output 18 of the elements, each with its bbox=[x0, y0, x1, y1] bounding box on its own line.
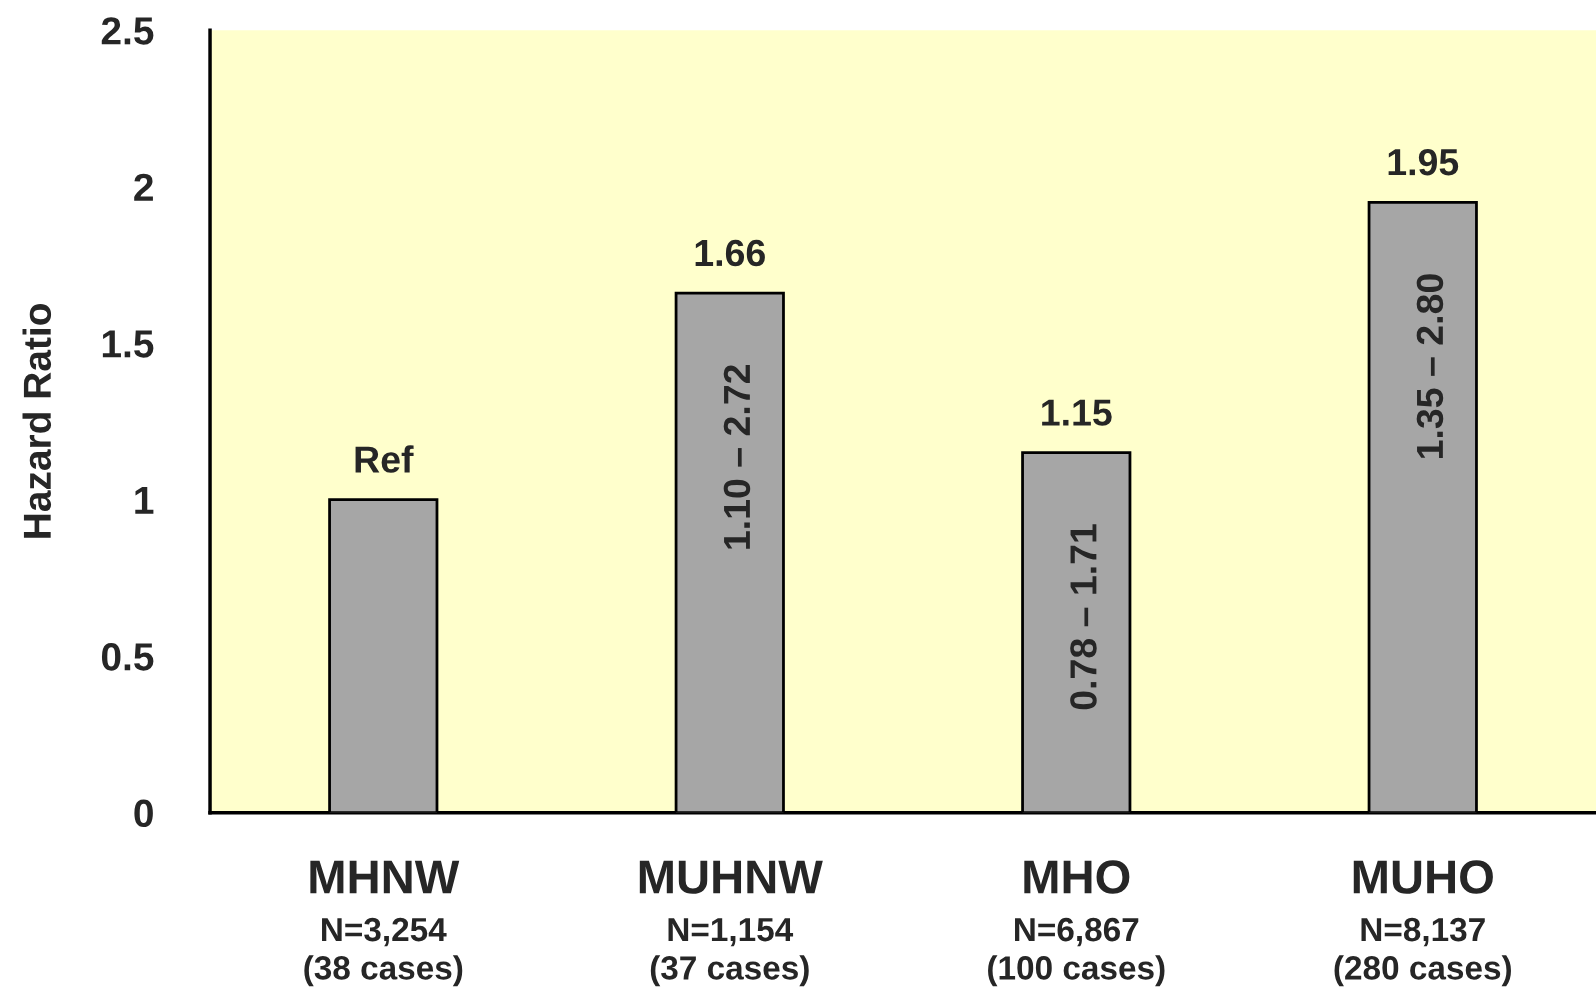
y-axis-title: Hazard Ratio bbox=[22, 304, 52, 538]
annotation: 1.10 – 2.72 bbox=[723, 365, 751, 549]
y-tick-label: 1.5 bbox=[102, 330, 154, 358]
y-tick-label: 2.5 bbox=[101, 17, 154, 45]
data-label: Ref bbox=[355, 445, 414, 473]
data-label: 1.66 bbox=[695, 239, 765, 267]
x-tick-label: MUHNW N=1,154 (37 cases) bbox=[639, 860, 823, 987]
x-tick-label: MHO N=6,867 (100 cases) bbox=[988, 860, 1165, 987]
y-tick-label: 1 bbox=[135, 487, 154, 514]
x-tick-label: MUHO N=8,137 (280 cases) bbox=[1334, 860, 1511, 987]
x-tick-label: MHNW N=3,254 (38 cases) bbox=[304, 860, 463, 987]
annotation: 0.78 – 1.71 bbox=[1070, 524, 1097, 710]
y-tick-label: 2 bbox=[134, 173, 153, 201]
annotation: 1.35 – 2.80 bbox=[1416, 274, 1444, 459]
data-label: 1.95 bbox=[1388, 148, 1459, 176]
data-label: 1.15 bbox=[1042, 399, 1112, 426]
y-tick-label: 0.5 bbox=[101, 643, 154, 671]
y-tick-label: 0 bbox=[134, 799, 153, 828]
